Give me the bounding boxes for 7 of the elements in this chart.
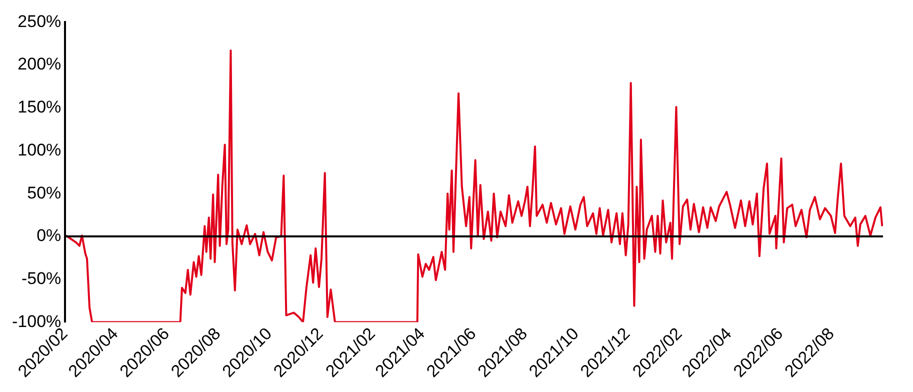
y-tick-label: 0%: [36, 226, 62, 246]
y-tick-label: -50%: [21, 268, 62, 288]
y-tick-label: 150%: [18, 98, 62, 117]
y-tick-label: 250%: [18, 12, 62, 31]
y-tick-label: 200%: [18, 54, 62, 74]
y-tick-label: 100%: [18, 140, 62, 160]
y-tick-label: 50%: [27, 183, 62, 202]
